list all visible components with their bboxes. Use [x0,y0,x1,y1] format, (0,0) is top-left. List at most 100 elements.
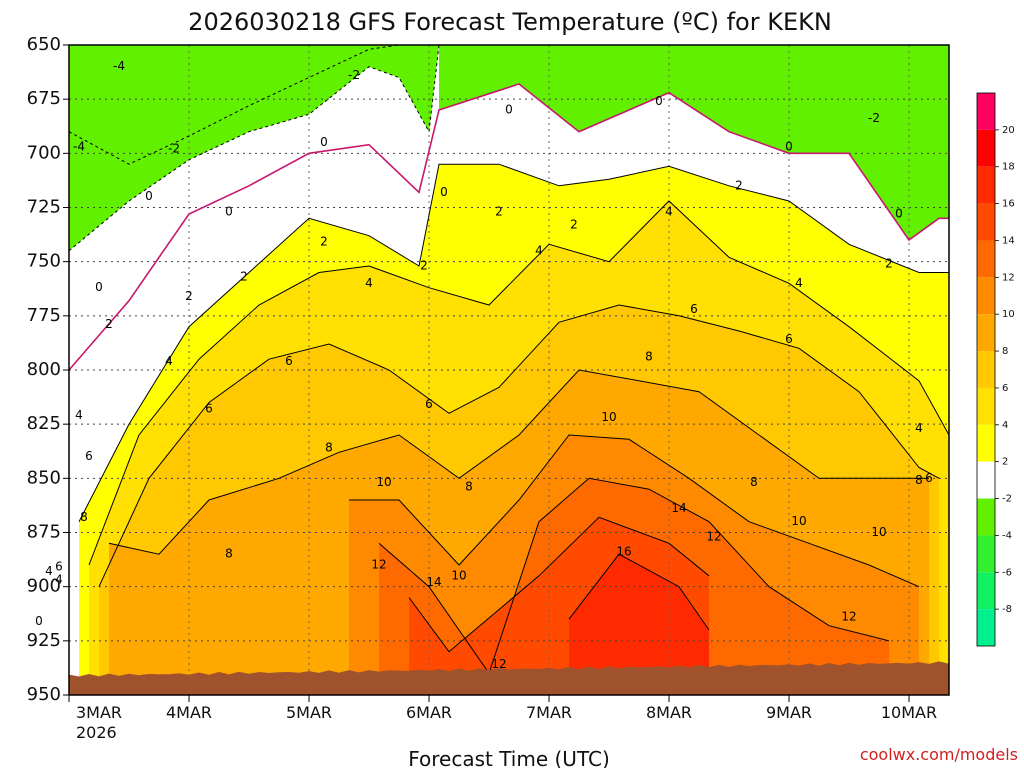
contour-14 [408,516,710,653]
colorbar: -8 -6 -4 -2 2 4 6 8 10 12 14 16 18 20 [976,92,1015,647]
y-tick-label: 925 [27,630,61,651]
contour-label: 10 [376,475,391,489]
colorbar-bin [977,351,995,388]
contour-label: 6 [85,449,93,463]
colorbar-tick-label: -2 [1002,494,1012,505]
contour-label: 2 [885,256,893,270]
contour-label: 0 [145,189,153,203]
contour--2 [68,44,440,252]
colorbar-tick-label: -6 [1002,567,1012,578]
colorbar-tick-label: 12 [1002,272,1015,283]
x-tick-label: 7MAR [526,703,572,722]
y-tick-label: 775 [27,305,61,326]
contour-16 [568,553,710,631]
contour-label: 0 [655,94,663,108]
colorbar-tick-label: 18 [1002,162,1015,173]
contour-0 [68,83,949,371]
contour-label: 0 [95,280,103,294]
contour-label: 0 [785,139,793,153]
colorbar-bin [977,461,995,499]
y-tick-label: 700 [27,142,61,163]
contour-label: 8 [225,547,233,561]
contour-label: 0 [35,614,43,628]
x-start-year: 2026 [76,723,117,742]
colorbar-bin [977,203,995,241]
y-tick-label: 825 [27,413,61,434]
contour-label: 12 [706,529,721,543]
contour-label: 8 [325,441,333,455]
colorbar-bin [977,387,995,425]
colorbar-tick-label: 4 [1002,420,1008,431]
chart-title: 2026030218 GFS Forecast Temperature (ºC)… [188,8,832,36]
contour-label: 10 [871,525,886,539]
colorbar-bin [977,93,995,130]
contour-label: -2 [868,111,880,125]
contour-label: 6 [925,471,933,485]
colorbar-bin [977,129,995,167]
contour-label: 4 [45,564,53,578]
contour-label: 14 [671,501,686,515]
colorbar-bin [977,535,995,573]
contour-label: 4 [75,408,83,422]
colorbar-tick-label: 8 [1002,346,1008,357]
contour-label: 2 [495,204,503,218]
x-tick-label: 9MAR [766,703,812,722]
y-tick-label: 875 [27,522,61,543]
x-axis-label: Forecast Time (UTC) [408,747,610,768]
colorbar-tick-label: -4 [1002,530,1012,541]
isotherm-contours [68,44,950,675]
contour-label: 2 [240,269,248,283]
contour-label: 4 [165,354,173,368]
colorbar-bin [977,277,995,315]
contour-10 [349,434,920,588]
contour-label: 4 [55,573,63,587]
colorbar-bin [977,424,995,462]
contour-label: 2 [185,289,193,303]
contour-label: 2 [735,178,743,192]
colorbar-tick-label: 6 [1002,383,1008,394]
contour-2 [78,163,949,522]
contour-label: 0 [895,207,903,221]
colorbar-bin [977,240,995,278]
contour--4 [68,44,400,165]
contour-label: 6 [785,332,793,346]
contour-label: 0 [320,135,328,149]
contour-label: -2 [168,142,180,156]
contour-label: 16 [616,545,631,559]
contour-label: 4 [665,204,673,218]
colorbar-frame [976,92,996,647]
contour-label: 8 [80,510,88,524]
contour-label: -4 [73,139,85,153]
x-tick-label: 5MAR [286,703,332,722]
colorbar-tick-label: 16 [1002,199,1015,210]
contour-label: 12 [491,657,506,671]
contour-label: 2 [105,317,113,331]
x-tick-label: 6MAR [406,703,452,722]
contour-label: 0 [440,185,448,199]
contour-label: 2 [420,259,428,273]
colorbar-bin [977,498,995,536]
contour-label: 6 [55,560,63,574]
contour-label: 2 [320,235,328,249]
x-tick-label: 10MAR [881,703,937,722]
x-tick-label: 8MAR [646,703,692,722]
contour-label: 10 [791,514,806,528]
contour-label: 4 [915,421,923,435]
contour-12 [378,477,890,675]
contour-label: 14 [426,575,441,589]
terrain [69,661,949,695]
contour-label: 8 [645,350,653,364]
contour-label: 4 [365,276,373,290]
contour-label: 6 [690,302,698,316]
y-tick-label: 750 [27,251,61,272]
colorbar-bin [977,609,995,646]
contour-8 [108,369,929,555]
y-tick-label: 850 [27,467,61,488]
y-tick-label: 950 [27,684,61,705]
contour-label: 0 [505,103,513,117]
y-tick-label: 650 [27,34,61,55]
colorbar-tick-label: -8 [1002,604,1012,615]
colorbar-bin [977,314,995,352]
